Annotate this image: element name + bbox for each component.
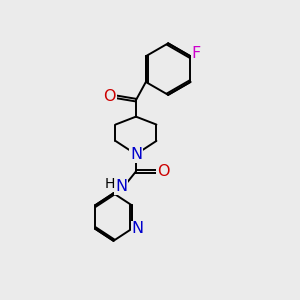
Text: O: O bbox=[157, 164, 169, 179]
Text: N: N bbox=[131, 221, 144, 236]
Text: N: N bbox=[115, 179, 127, 194]
Text: H: H bbox=[105, 177, 116, 191]
Text: F: F bbox=[192, 46, 201, 61]
Text: N: N bbox=[130, 147, 142, 162]
Text: O: O bbox=[103, 89, 116, 104]
